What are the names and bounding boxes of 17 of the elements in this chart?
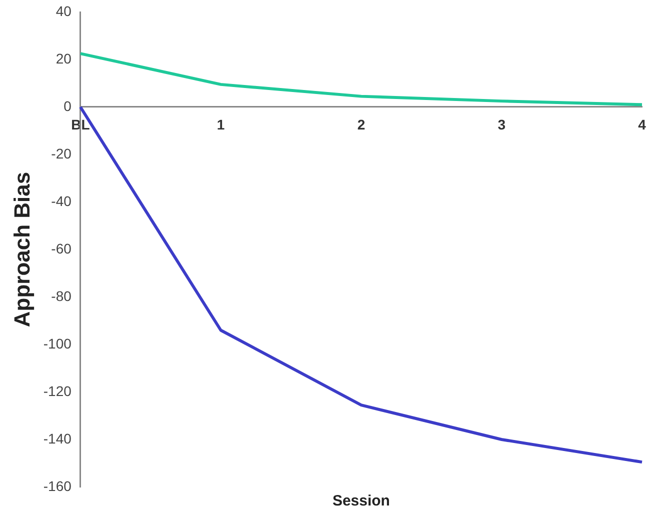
- y-tick-label: -80: [51, 288, 72, 304]
- y-tick-label: -40: [51, 192, 72, 209]
- y-axis-title: Approach Bias: [9, 172, 34, 328]
- x-axis-title: Session: [332, 492, 390, 509]
- x-tick-label: 2: [357, 116, 366, 132]
- y-tick-label: 20: [56, 50, 72, 66]
- y-tick-label: -20: [51, 145, 72, 162]
- x-tick-label: 3: [498, 116, 506, 132]
- x-tick-label: 4: [638, 116, 646, 132]
- y-tick-label: -60: [51, 240, 72, 256]
- y-tick-label: 0: [64, 98, 72, 114]
- y-tick-label: -120: [43, 382, 72, 399]
- y-tick-label: -100: [43, 335, 72, 352]
- x-tick-label: 1: [216, 116, 225, 132]
- y-tick-label: 40: [56, 2, 72, 19]
- y-tick-label: -160: [43, 478, 72, 494]
- y-tick-label: -140: [43, 430, 72, 446]
